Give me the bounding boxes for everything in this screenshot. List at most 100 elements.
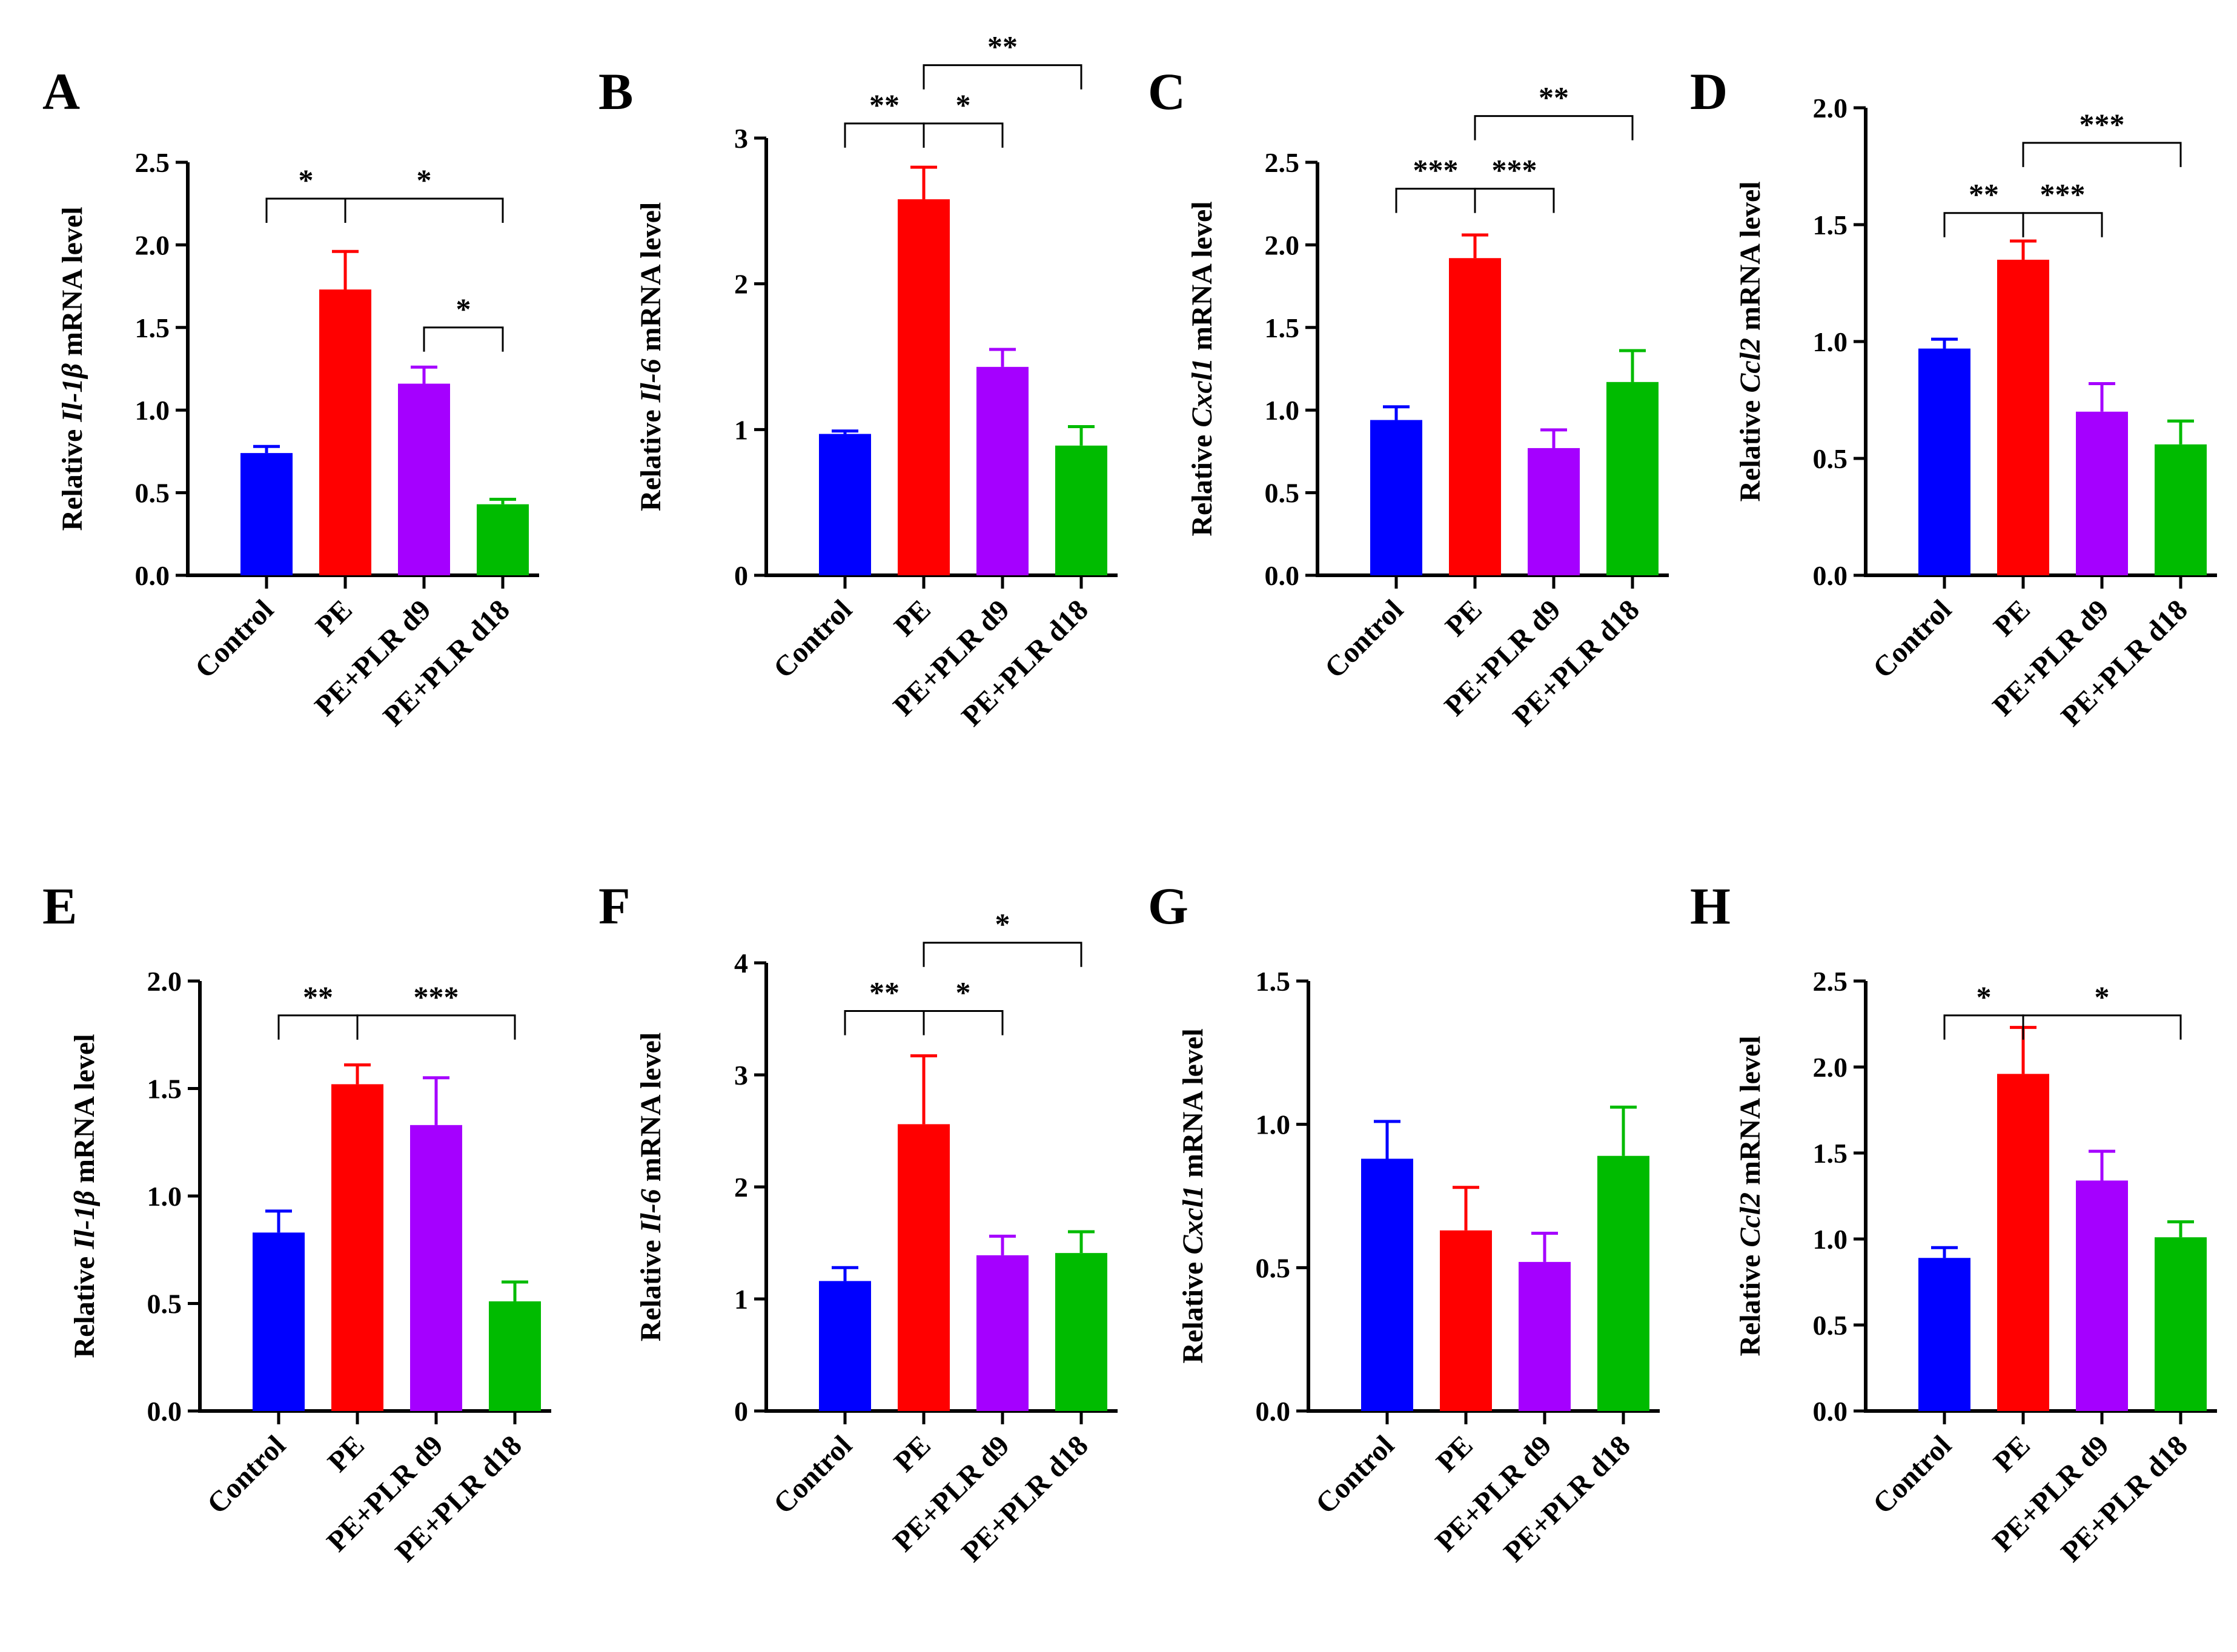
y-tick-label: 1.5 — [1256, 966, 1291, 997]
y-tick-label: 1.5 — [1265, 312, 1300, 343]
y-tick-label: 1.0 — [1265, 395, 1300, 426]
significance-label: ** — [869, 88, 900, 122]
significance-bracket — [344, 197, 504, 223]
significance-label: * — [2095, 980, 2110, 1014]
y-axis-label: Relative Il-6 mRNA level — [635, 1032, 667, 1342]
significance-bracket — [423, 326, 504, 352]
bar-pe — [898, 199, 950, 576]
chart-panel-G: G Relative Cxcl1 mRNA level 0.0 0.5 1.0 1.5 Co… — [1148, 877, 1660, 1568]
bar-control — [240, 453, 293, 575]
y-axis-label-gene: Cxcl1 — [1186, 358, 1218, 428]
y-tick-label: 2.0 — [135, 230, 170, 260]
bar-pe — [1440, 1230, 1492, 1411]
y-tick-label: 0.5 — [135, 478, 170, 509]
bar-pe — [898, 1124, 950, 1411]
y-tick-label: 2 — [734, 1172, 748, 1203]
bar-pe — [319, 289, 371, 575]
significance-label: *** — [1492, 153, 1537, 187]
significance-bracket — [265, 197, 346, 223]
panel-letter: B — [598, 62, 633, 121]
y-axis-label-gene: Ccl2 — [1734, 1192, 1766, 1247]
bar-pe-plr-d18 — [477, 504, 529, 575]
y-axis-label-prefix: Relative — [635, 402, 667, 511]
bar-pe-plr-d9 — [976, 1255, 1029, 1411]
y-axis-label-suffix: mRNA level — [635, 202, 667, 359]
x-category-label: PE — [1439, 593, 1488, 643]
bar-pe-plr-d18 — [1055, 445, 1107, 575]
bar-pe-plr-d18 — [1606, 382, 1659, 575]
y-tick-label: 3 — [734, 123, 748, 154]
y-axis-label-prefix: Relative — [56, 422, 88, 531]
y-tick-label: 0.5 — [147, 1289, 182, 1320]
y-tick-label: 0 — [734, 1396, 748, 1427]
significance-bracket — [844, 122, 925, 148]
significance-bracket — [2022, 212, 2103, 237]
bar-pe-plr-d9 — [410, 1125, 462, 1411]
significance-label: *** — [1413, 153, 1459, 187]
bar-control — [1918, 1258, 1970, 1411]
y-tick-label: 0.5 — [1813, 1310, 1848, 1341]
significance-bracket — [1943, 212, 2024, 237]
y-tick-label: 0.0 — [147, 1396, 182, 1427]
y-axis-label-gene: Il-6 — [635, 358, 667, 403]
y-axis-label-gene: Il-1β — [56, 363, 88, 423]
significance-bracket — [844, 1010, 925, 1036]
y-axis-label: Relative Ccl2 mRNA level — [1734, 1036, 1766, 1356]
y-axis-label-suffix: mRNA level — [1186, 201, 1218, 358]
y-axis-label: Relative Cxcl1 mRNA level — [1186, 201, 1218, 536]
panel-letter: H — [1690, 877, 1731, 935]
bar-pe-plr-d9 — [398, 383, 450, 575]
panel-letter: D — [1690, 62, 1728, 121]
chart-panel-D: D Relative Ccl2 mRNA level 0.0 0.5 1.0 1.5 2.0… — [1690, 62, 2217, 733]
x-category-label: PE — [1987, 1429, 2036, 1478]
y-axis-label-prefix: Relative — [1186, 428, 1218, 537]
x-category-label: Control — [189, 593, 280, 684]
significance-bracket — [356, 1014, 516, 1040]
bar-pe-plr-d9 — [976, 366, 1029, 575]
y-tick-label: 0.5 — [1256, 1252, 1291, 1283]
panel-letter: A — [42, 62, 80, 121]
x-category-label: PE — [310, 593, 359, 643]
bar-pe-plr-d9 — [1519, 1261, 1571, 1411]
x-category-label: Control — [201, 1429, 292, 1520]
bar-pe-plr-d18 — [1597, 1155, 1649, 1411]
y-axis-label-suffix: mRNA level — [1734, 1036, 1766, 1192]
panel-letter: G — [1148, 877, 1188, 935]
x-category-label: Control — [1867, 593, 1958, 684]
significance-label: *** — [2040, 177, 2086, 211]
bar-control — [819, 434, 871, 575]
significance-bracket — [277, 1014, 359, 1040]
significance-bracket — [923, 1010, 1004, 1036]
x-category-label: PE — [322, 1429, 371, 1478]
y-tick-label: 2.0 — [147, 966, 182, 997]
significance-label: * — [456, 292, 471, 326]
chart-panel-H: H Relative Ccl2 mRNA level 0.0 0.5 1.0 1.5 2.0… — [1690, 877, 2217, 1568]
y-tick-label: 0.0 — [135, 560, 170, 591]
panel-letter: F — [598, 877, 631, 935]
y-axis-label: Relative Il-1β mRNA level — [56, 206, 88, 530]
x-category-label: PE — [1987, 593, 2036, 643]
y-axis-label: Relative Cxcl1 mRNA level — [1177, 1028, 1209, 1363]
bar-control — [1370, 420, 1422, 575]
y-axis-label-suffix: mRNA level — [56, 206, 88, 363]
y-axis-label-suffix: mRNA level — [1734, 181, 1766, 338]
significance-bracket — [923, 942, 1082, 967]
y-tick-label: 4 — [734, 948, 748, 979]
y-axis-label: Relative Il-6 mRNA level — [635, 202, 667, 512]
y-tick-label: 0.0 — [1265, 560, 1300, 591]
y-axis-label-prefix: Relative — [68, 1249, 101, 1358]
y-tick-label: 2.0 — [1813, 1052, 1848, 1083]
y-tick-label: 0.5 — [1265, 478, 1300, 509]
y-tick-label: 1.0 — [147, 1181, 182, 1212]
y-axis-label-prefix: Relative — [1177, 1255, 1209, 1364]
y-axis-label-gene: Cxcl1 — [1177, 1185, 1209, 1255]
y-tick-label: 0 — [734, 560, 748, 591]
y-tick-label: 2.0 — [1813, 93, 1848, 124]
chart-panel-C: C Relative Cxcl1 mRNA level 0.0 0.5 1.0 1.5 2.… — [1148, 62, 1669, 733]
significance-bracket — [1395, 188, 1476, 213]
y-tick-label: 1.5 — [135, 312, 170, 343]
significance-bracket — [923, 122, 1004, 148]
y-tick-label: 1.0 — [1256, 1109, 1291, 1140]
